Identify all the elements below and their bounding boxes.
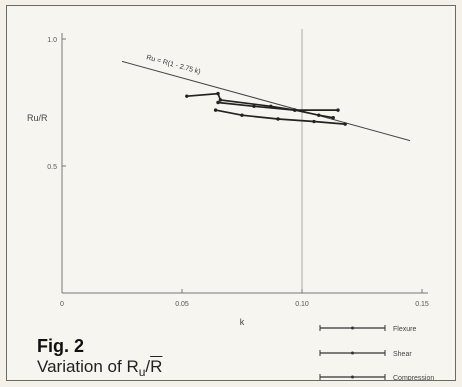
data-point xyxy=(216,100,220,105)
legend-label: Shear xyxy=(393,351,412,358)
data-point xyxy=(317,113,321,117)
caption-slash: / xyxy=(145,357,151,376)
legend-marker xyxy=(351,351,354,355)
x-tick-label: 0 xyxy=(60,301,64,308)
caption-subscript: u xyxy=(138,365,146,379)
data-point xyxy=(336,108,340,112)
fit-line-label: Ru = R(1 - 2.75 k) xyxy=(145,54,201,76)
data-point xyxy=(343,122,347,126)
series-line xyxy=(186,92,338,111)
data-point xyxy=(213,108,218,112)
x-tick-label: 0.15 xyxy=(415,301,429,308)
y-tick-label: 1.0 xyxy=(47,37,57,44)
caption-prefix: Variation of R xyxy=(37,357,139,376)
x-tick-label: 0.10 xyxy=(295,301,309,308)
chart-area: 0 0.05 0.10 0.15 0.5 1.0 Ru/R k Ru = R(1 - 2.75 … xyxy=(27,29,434,380)
figure-label: Fig. 2 xyxy=(37,336,85,356)
legend-marker xyxy=(351,326,354,330)
data-point xyxy=(240,113,244,117)
x-axis-label: k xyxy=(240,317,245,327)
fit-line xyxy=(121,60,411,142)
caption-overline: R xyxy=(150,357,163,376)
data-point xyxy=(218,98,223,102)
y-axis-label: Ru/R xyxy=(27,113,48,123)
data-point xyxy=(312,119,316,124)
data-point xyxy=(331,116,335,120)
y-tick-label: 0.5 xyxy=(47,164,57,171)
data-point xyxy=(276,117,280,121)
data-point xyxy=(185,94,189,98)
legend-marker xyxy=(351,375,354,379)
data-point xyxy=(252,104,256,109)
legend-label: Flexure xyxy=(393,326,416,333)
legend-label: Compression xyxy=(393,375,434,380)
figure: 0 0.05 0.10 0.15 0.5 1.0 Ru/R k Ru = R(1 - 2.75 … xyxy=(6,5,456,381)
x-tick-label: 0.05 xyxy=(175,301,189,308)
figure-caption: Variation of Ru/R xyxy=(37,357,163,379)
data-point xyxy=(293,108,297,112)
data-point xyxy=(216,91,220,96)
